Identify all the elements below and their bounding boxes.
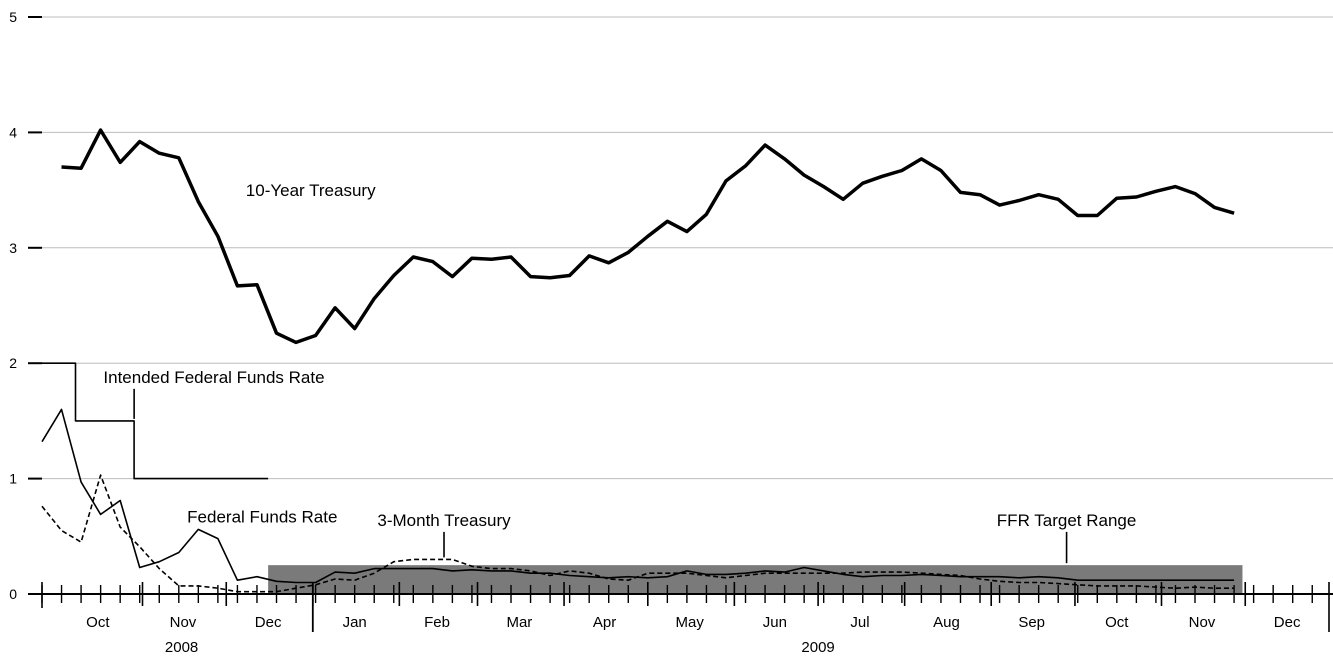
month-label: Jul [850,614,869,631]
month-label: Jun [763,614,787,631]
3-month-treasury-label: 3-Month Treasury [377,511,511,530]
month-label: Feb [424,614,450,631]
y-tick-label: 0 [9,586,17,602]
month-label: Mar [506,614,532,631]
10-year-treasury-line [61,128,1235,345]
federal-funds-rate-line [41,408,1235,584]
y-tick-label: 3 [9,240,17,256]
month-label: Dec [1274,614,1301,631]
intended-federal-funds-rate-label: Intended Federal Funds Rate [103,368,324,387]
intended-federal-funds-rate-line [42,362,269,480]
month-label: Sep [1018,614,1045,631]
ffr-target-range-label: FFR Target Range [997,511,1137,530]
month-label: Apr [593,614,616,631]
federal-funds-rate-label: Federal Funds Rate [187,507,337,526]
month-label: Oct [1105,614,1129,631]
month-label: Aug [933,614,960,631]
month-label: Nov [170,614,197,631]
10-year-treasury-label: 10-Year Treasury [246,181,376,200]
year-label: 2008 [165,639,198,656]
month-label: Jan [343,614,367,631]
month-label: May [676,614,705,631]
3-month-treasury-line [41,474,1235,593]
month-label: Dec [255,614,282,631]
y-tick-label: 5 [9,9,17,25]
month-label: Nov [1189,614,1216,631]
y-tick-label: 4 [9,124,17,140]
y-tick-label: 2 [9,355,17,371]
month-label: Oct [86,614,110,631]
y-tick-label: 1 [9,471,17,487]
year-label: 2009 [801,639,834,656]
